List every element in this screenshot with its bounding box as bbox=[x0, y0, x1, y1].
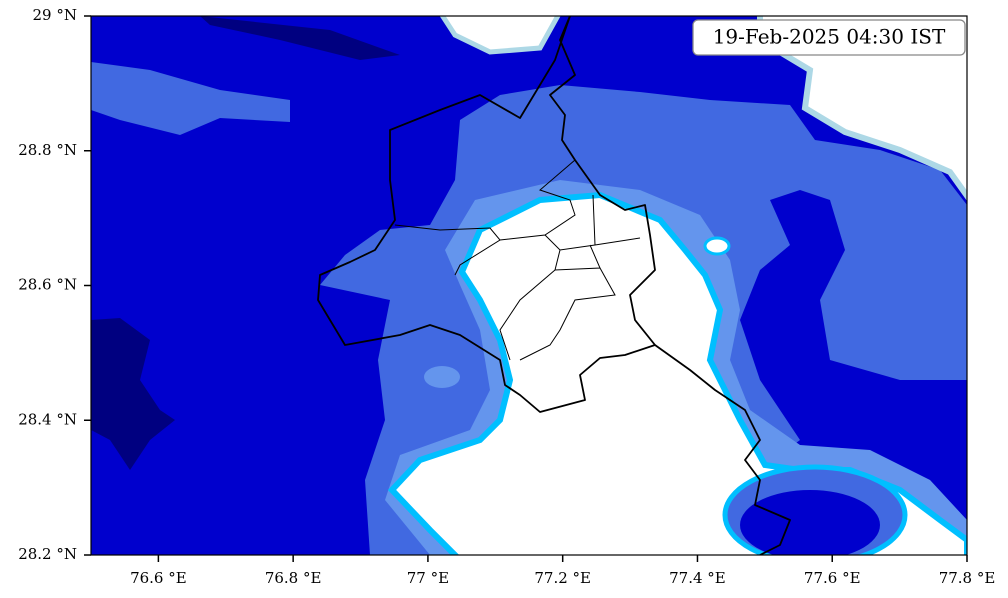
x-tick-label: 76.6 °E bbox=[130, 569, 187, 587]
y-tick-label: 28.2 °N bbox=[18, 545, 77, 563]
y-tick-label: 28.4 °N bbox=[18, 410, 77, 428]
district-border bbox=[394, 159, 641, 361]
small-cell bbox=[424, 366, 460, 388]
timestamp-box bbox=[692, 19, 966, 56]
x-tick-label: 77.4 °E bbox=[669, 569, 726, 587]
x-tick-label: 76.8 °E bbox=[265, 569, 322, 587]
x-tick-label: 77 °E bbox=[407, 569, 449, 587]
clear-area bbox=[387, 191, 967, 555]
contour-field bbox=[91, 16, 967, 555]
timestamp: 19-Feb-2025 04:30 IST bbox=[713, 25, 946, 49]
y-tick-label: 28.8 °N bbox=[18, 141, 77, 159]
x-tick-label: 77.6 °E bbox=[804, 569, 861, 587]
x-tick-label: 77.8 °E bbox=[939, 569, 996, 587]
x-tick-label: 77.2 °E bbox=[534, 569, 591, 587]
small-cell bbox=[703, 236, 731, 256]
navy-patch bbox=[91, 318, 175, 470]
storm-core bbox=[740, 490, 880, 555]
navy-streak bbox=[200, 16, 400, 60]
y-tick-label: 29 °N bbox=[33, 6, 77, 24]
state-border bbox=[549, 16, 791, 555]
y-tick-label: 28.6 °N bbox=[18, 276, 77, 294]
state-border bbox=[317, 16, 656, 413]
royal-band bbox=[91, 62, 290, 135]
clear-top-left bbox=[439, 16, 561, 55]
